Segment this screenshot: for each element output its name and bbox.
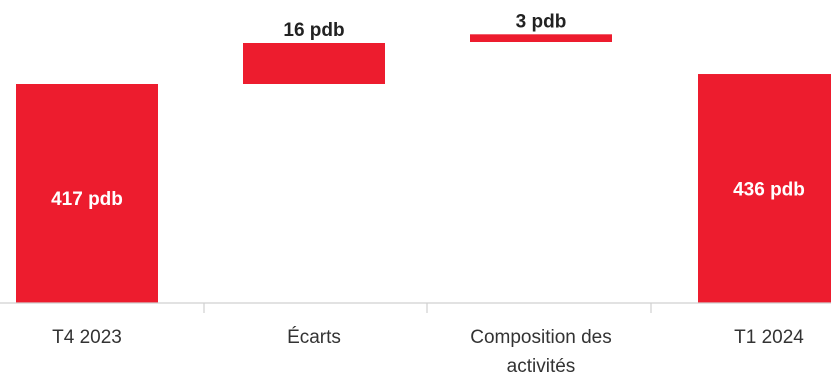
category-label-1: Écarts <box>287 327 341 348</box>
data-label-1: 16 pdb <box>283 20 344 41</box>
bar-1 <box>243 43 385 84</box>
category-label-0: T4 2023 <box>52 327 122 348</box>
bar-2 <box>470 34 612 42</box>
category-label-3: T1 2024 <box>734 327 804 348</box>
data-label-0: 417 pdb <box>51 189 123 210</box>
data-label-3: 436 pdb <box>733 180 805 201</box>
bars-layer <box>16 34 831 304</box>
bar-0 <box>16 84 158 303</box>
labels-layer: 417 pdb T4 2023 16 pdb Écarts 3 pdb Compositi… <box>51 11 805 377</box>
data-label-2: 3 pdb <box>516 11 567 32</box>
bar-3 <box>698 74 831 304</box>
x-axis-ticks <box>203 303 652 313</box>
category-label-2: Composition des activités <box>470 327 612 377</box>
